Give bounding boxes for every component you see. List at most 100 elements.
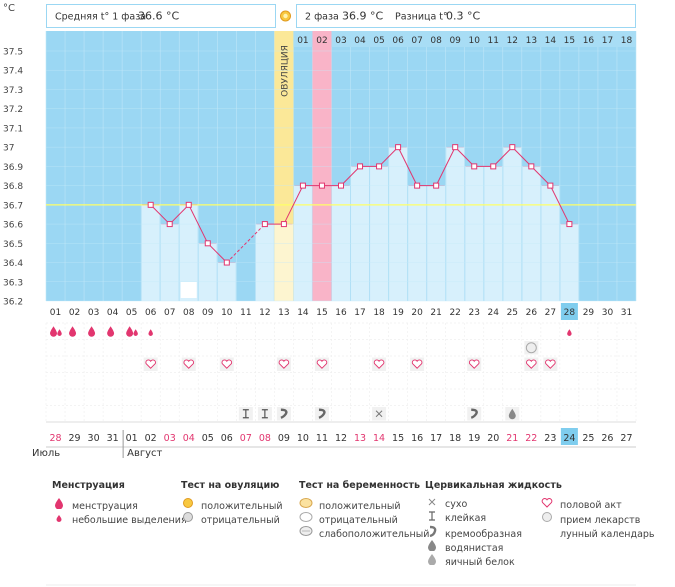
- temperature-bar: [198, 243, 217, 301]
- temperature-line: [511, 146, 532, 167]
- y-tick-label: 36.9: [3, 163, 23, 173]
- heart-icon: [411, 359, 423, 369]
- date-label: 25: [582, 433, 594, 444]
- date-label: 27: [620, 433, 632, 444]
- legend-item: прием лекарств: [540, 511, 655, 528]
- menstruation-drop-icon: [52, 497, 66, 514]
- today-date-marker: [560, 428, 578, 445]
- legend-item: отрицательный: [299, 511, 429, 528]
- temperature-point: [547, 182, 554, 189]
- legend-pregnancy-title: Тест на беременность: [299, 480, 420, 491]
- temperature-point: [509, 144, 516, 151]
- menstruation-drop-icon: [126, 326, 134, 337]
- pregnancy-negative-icon: [299, 511, 313, 528]
- day-label: 03: [88, 308, 99, 318]
- temperature-line: [492, 146, 513, 167]
- temperature-point: [261, 221, 268, 228]
- temperature-bar: [179, 204, 198, 301]
- legend-label: лунный календарь: [560, 529, 655, 540]
- legend-label: половой акт: [560, 500, 622, 511]
- pill-icon: [525, 342, 537, 354]
- pill-icon: [540, 511, 554, 528]
- day-label: 27: [545, 308, 556, 318]
- y-tick-label: 37.1: [3, 124, 23, 134]
- date-axis: 01 02 03 04 05 06 07 08 09 10 11 12 13 14 15 16 17 18 19 20…: [32, 303, 636, 586]
- day-label: 12: [259, 308, 270, 318]
- date-label: 31: [107, 433, 119, 444]
- legend-label: прием лекарств: [560, 515, 641, 526]
- date-label: 02: [145, 433, 157, 444]
- heart-icon: [183, 359, 195, 369]
- cycle-day-label: 02: [316, 36, 327, 46]
- legend-label: менструация: [72, 501, 138, 512]
- day-label: 15: [316, 308, 327, 318]
- legend-ovulation-test: Тест на овуляцию положительный отрицател…: [181, 480, 283, 528]
- creamy-icon: [280, 408, 288, 419]
- cycle-day-label: 07: [411, 36, 422, 46]
- cycle-day-label: 05: [373, 36, 384, 46]
- lunar-cell: [180, 282, 197, 298]
- legend-label: отрицательный: [319, 515, 398, 526]
- temperature-line: [340, 166, 361, 186]
- legend-item: водянистая: [425, 539, 562, 556]
- phase2-value: 36.9 °C: [342, 10, 383, 23]
- date-label: 14: [373, 433, 385, 444]
- date-label: 16: [411, 433, 423, 444]
- header-left-box: [46, 4, 276, 28]
- cycle-day-label: 17: [602, 36, 613, 46]
- temperature-bar: [370, 166, 389, 301]
- legend-label: положительный: [319, 501, 401, 512]
- cycle-day-label: 15: [564, 36, 575, 46]
- temperature-line: [454, 146, 475, 167]
- small-drop-icon: [52, 511, 66, 528]
- header-bar: °C Средняя t° 1 фаза 36.6 °C 2 фаза 36.9…: [3, 3, 636, 28]
- small-drop-icon: [133, 329, 138, 336]
- phase1-value: 36.6 °C: [138, 10, 179, 23]
- cycle-day-label: 10: [468, 36, 480, 46]
- cervical-cell: [467, 407, 482, 421]
- cycle-day-label: 06: [392, 36, 404, 46]
- ovulation-sun-icon-core: [283, 13, 288, 19]
- day-label: 11: [240, 308, 251, 318]
- temperature-line: [530, 166, 551, 186]
- date-label: 07: [240, 433, 252, 444]
- date-label: 15: [392, 433, 404, 444]
- cycle-day-label: 14: [545, 36, 557, 46]
- day-label: 28: [564, 308, 576, 318]
- legend-item: клейкая: [425, 511, 562, 525]
- cycle-day-label: 18: [621, 36, 633, 46]
- temperature-line: [207, 242, 228, 263]
- y-tick-label: 36.3: [3, 278, 23, 288]
- creamy-icon: [318, 408, 326, 419]
- cycle-day-label: 01: [297, 36, 308, 46]
- pregnancy-weak-icon: [299, 525, 313, 542]
- heart-icon: [526, 359, 537, 369]
- menstruation-drop-icon: [88, 326, 96, 337]
- temperature-line: [435, 146, 456, 186]
- legend-item: сухо: [425, 497, 562, 511]
- day-label: 25: [507, 308, 518, 318]
- temperature-point: [318, 182, 325, 189]
- legend-label: слабоположительный: [319, 529, 430, 540]
- pregnancy-positive-icon: [299, 497, 313, 514]
- temperature-line: [188, 204, 209, 244]
- temperature-bar: [484, 166, 503, 301]
- date-label: 22: [525, 433, 537, 444]
- legend-label: небольшие выделения: [72, 515, 187, 526]
- sticky-icon: [261, 409, 268, 419]
- legend-item: небольшие выделения: [52, 511, 187, 528]
- day-label: 02: [69, 308, 80, 318]
- legend-item: половой акт: [540, 497, 655, 511]
- cycle-day-row: [293, 31, 636, 47]
- date-label: 11: [316, 433, 328, 444]
- legend-menstruation-title: Менструация: [52, 480, 125, 491]
- date-label: 29: [69, 433, 81, 444]
- small-drop-icon: [148, 329, 153, 336]
- watery-icon: [425, 539, 439, 556]
- legend-item: лунный календарь: [540, 525, 655, 540]
- legend-pregnancy-test: Тест на беременность положительный отриц…: [299, 480, 430, 542]
- date-label: 18: [449, 433, 461, 444]
- y-tick-label: 37.4: [3, 67, 23, 77]
- day-label: 23: [468, 308, 479, 318]
- sun-negative-icon: [181, 511, 195, 528]
